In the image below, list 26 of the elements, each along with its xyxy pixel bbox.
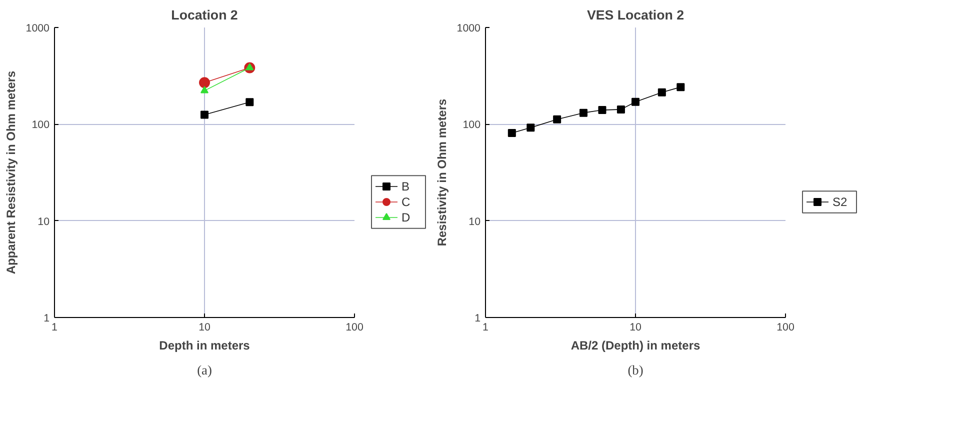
legend-label: D <box>402 210 410 225</box>
x-tick-label: 10 <box>630 322 642 334</box>
x-axis-title: AB/2 (Depth) in meters <box>570 338 700 352</box>
text: (b) <box>628 362 644 378</box>
legend-label: B <box>402 180 410 194</box>
y-tick-label: 100 <box>462 119 481 132</box>
y-tick-label: 1000 <box>456 22 481 34</box>
x-tick-label: 1 <box>482 322 489 334</box>
x-tick-label: 100 <box>346 322 364 334</box>
x-axis-title: Depth in meters <box>159 338 250 352</box>
y-axis-title: Apparent Resistivity in Ohm meters <box>4 70 18 274</box>
y-tick-label: 10 <box>468 216 481 228</box>
chart-title: Location 2 <box>171 8 238 22</box>
legend-label: S2 <box>832 195 848 210</box>
y-tick-label: 100 <box>32 119 50 132</box>
text: (a) <box>197 362 212 378</box>
chart-title: VES Location 2 <box>586 8 684 22</box>
x-tick-label: 1 <box>52 322 58 334</box>
y-tick-label: 1 <box>474 312 481 324</box>
y-tick-label: 1000 <box>26 22 50 34</box>
x-tick-label: 10 <box>198 322 210 334</box>
y-tick-label: 1 <box>44 312 50 324</box>
x-tick-label: 100 <box>776 322 794 334</box>
y-tick-label: 10 <box>38 216 50 228</box>
legend-label: C <box>402 195 410 210</box>
y-axis-title: Resistivity in Ohm meters <box>434 98 449 246</box>
